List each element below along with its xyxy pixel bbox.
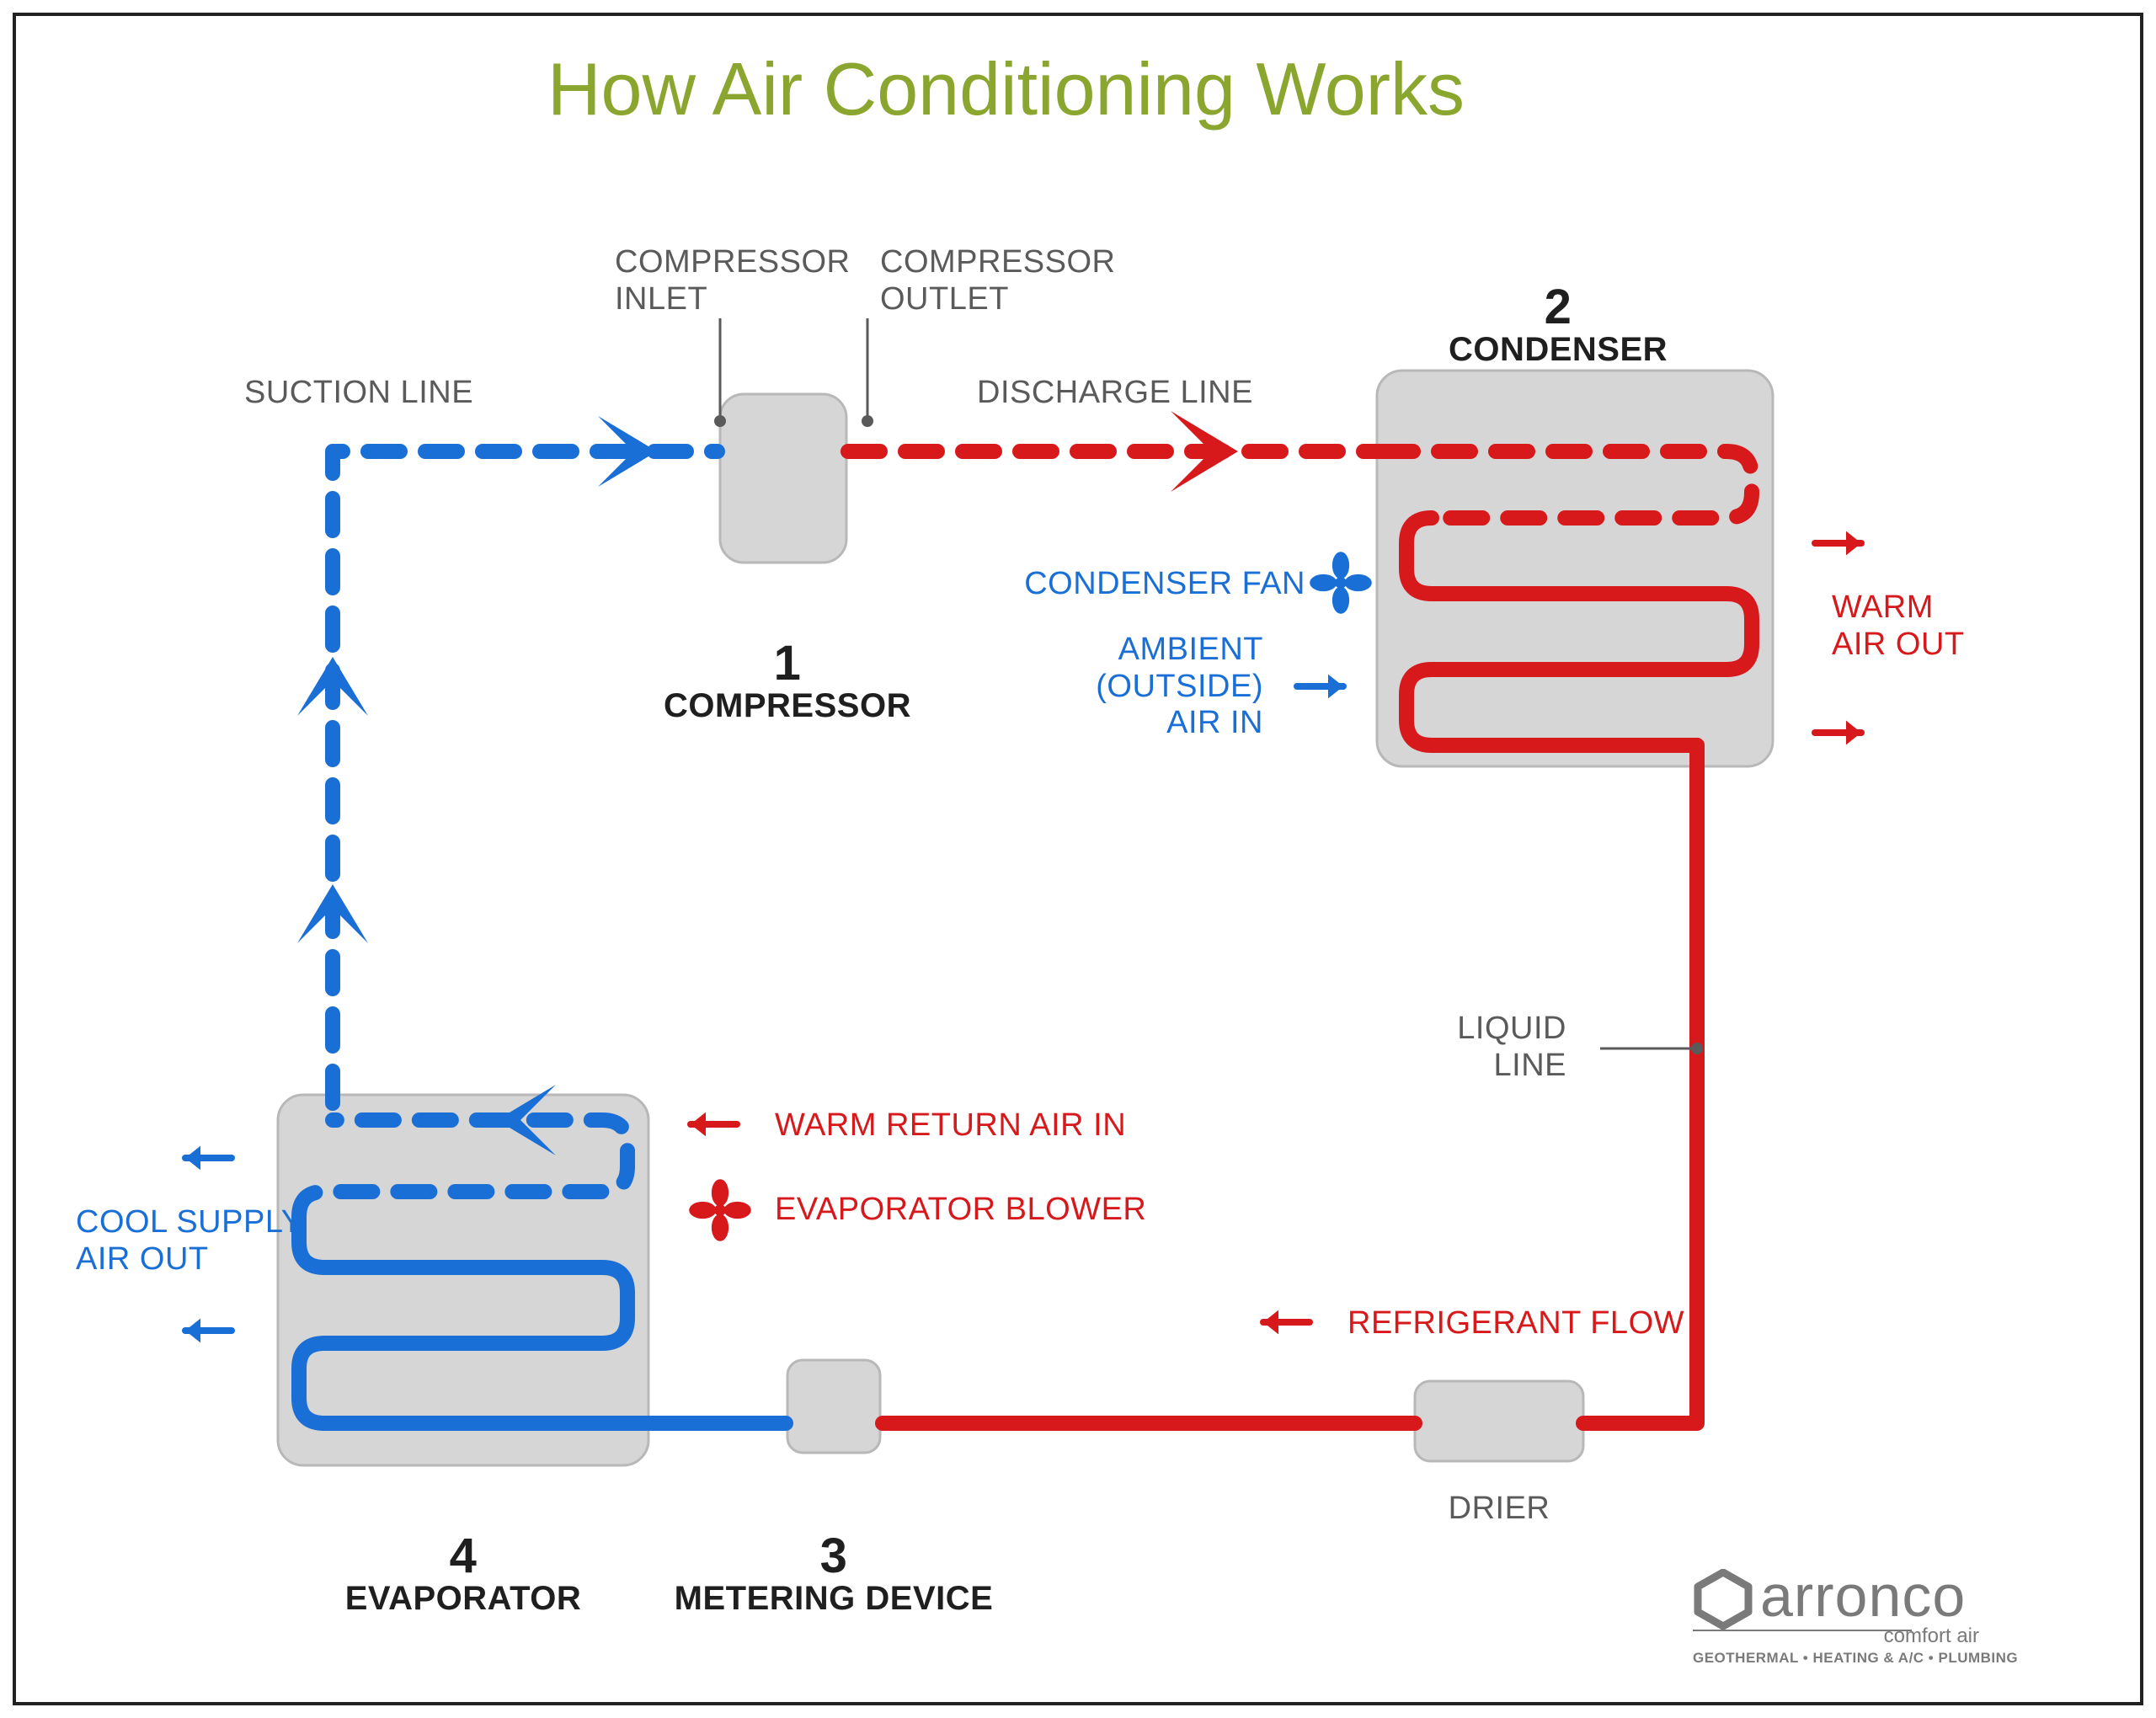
label-warm_return: WARM RETURN AIR IN xyxy=(775,1107,1126,1144)
box-condenser xyxy=(1377,371,1773,766)
label-num3: 3 xyxy=(820,1529,848,1585)
leader-dot xyxy=(862,415,873,427)
label-num1: 1 xyxy=(774,636,802,692)
label-cond_fan: CONDENSER FAN xyxy=(1024,566,1305,603)
small-arrow-head xyxy=(1846,531,1861,556)
box-evaporator xyxy=(278,1095,648,1465)
label-liquid_line: LIQUID LINE xyxy=(1457,1011,1566,1084)
label-num4: 4 xyxy=(450,1529,478,1585)
small-arrow-head xyxy=(1263,1310,1278,1335)
small-arrow-head xyxy=(691,1112,706,1137)
label-refrig_flow: REFRIGERANT FLOW xyxy=(1348,1305,1684,1342)
logo-brand-text: arronco xyxy=(1760,1562,1966,1630)
logo-divider xyxy=(1693,1630,1912,1631)
label-discharge_line: DISCHARGE LINE xyxy=(977,375,1253,412)
logo-tagline: GEOTHERMAL • HEATING & A/C • PLUMBING xyxy=(1693,1650,2018,1667)
box-drier xyxy=(1415,1381,1583,1461)
label-comp_outlet: COMPRESSOR OUTLET xyxy=(880,244,1115,317)
label-condenser_lbl: CONDENSER xyxy=(1449,330,1668,369)
small-arrow-head xyxy=(1846,721,1861,745)
label-cool_supply: COOL SUPPLY AIR OUT xyxy=(76,1204,302,1278)
small-arrow-head xyxy=(185,1146,200,1171)
flow-suction_blue_dashed xyxy=(333,451,718,1103)
label-compressor_lbl: COMPRESSOR xyxy=(664,686,911,725)
small-arrow-head xyxy=(185,1319,200,1343)
fan-icon xyxy=(1310,552,1372,614)
label-comp_inlet: COMPRESSOR INLET xyxy=(615,244,850,317)
label-num2: 2 xyxy=(1545,280,1572,336)
leader-dot xyxy=(714,415,726,427)
label-drier_lbl: DRIER xyxy=(1449,1491,1550,1528)
label-evap_lbl: EVAPORATOR xyxy=(345,1579,582,1618)
label-meter_lbl: METERING DEVICE xyxy=(675,1579,994,1618)
leader-dot xyxy=(1691,1043,1703,1054)
box-metering_device xyxy=(787,1360,880,1453)
fan-icon xyxy=(689,1179,751,1241)
logo-hex-icon xyxy=(1693,1569,1753,1630)
label-evap_blower: EVAPORATOR BLOWER xyxy=(775,1192,1146,1229)
label-ambient: AMBIENT (OUTSIDE) AIR IN xyxy=(1096,632,1263,742)
label-suction_line: SUCTION LINE xyxy=(244,375,473,412)
box-compressor xyxy=(720,394,846,563)
label-warm_out: WARM AIR OUT xyxy=(1832,590,1965,663)
small-arrow-head xyxy=(1328,675,1343,699)
logo-subtitle: comfort air xyxy=(1884,1625,1979,1648)
